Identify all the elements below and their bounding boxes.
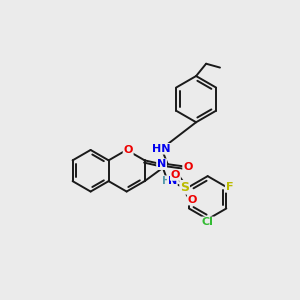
Text: HN: HN — [152, 144, 171, 154]
Text: N: N — [157, 159, 166, 169]
Text: S: S — [180, 181, 189, 194]
Text: O: O — [124, 145, 133, 155]
Text: N: N — [168, 176, 177, 186]
Text: H: H — [162, 176, 171, 186]
Text: Cl: Cl — [202, 217, 214, 227]
Text: O: O — [183, 161, 192, 172]
Text: F: F — [226, 182, 233, 192]
Text: O: O — [188, 195, 197, 205]
Text: O: O — [171, 170, 180, 180]
